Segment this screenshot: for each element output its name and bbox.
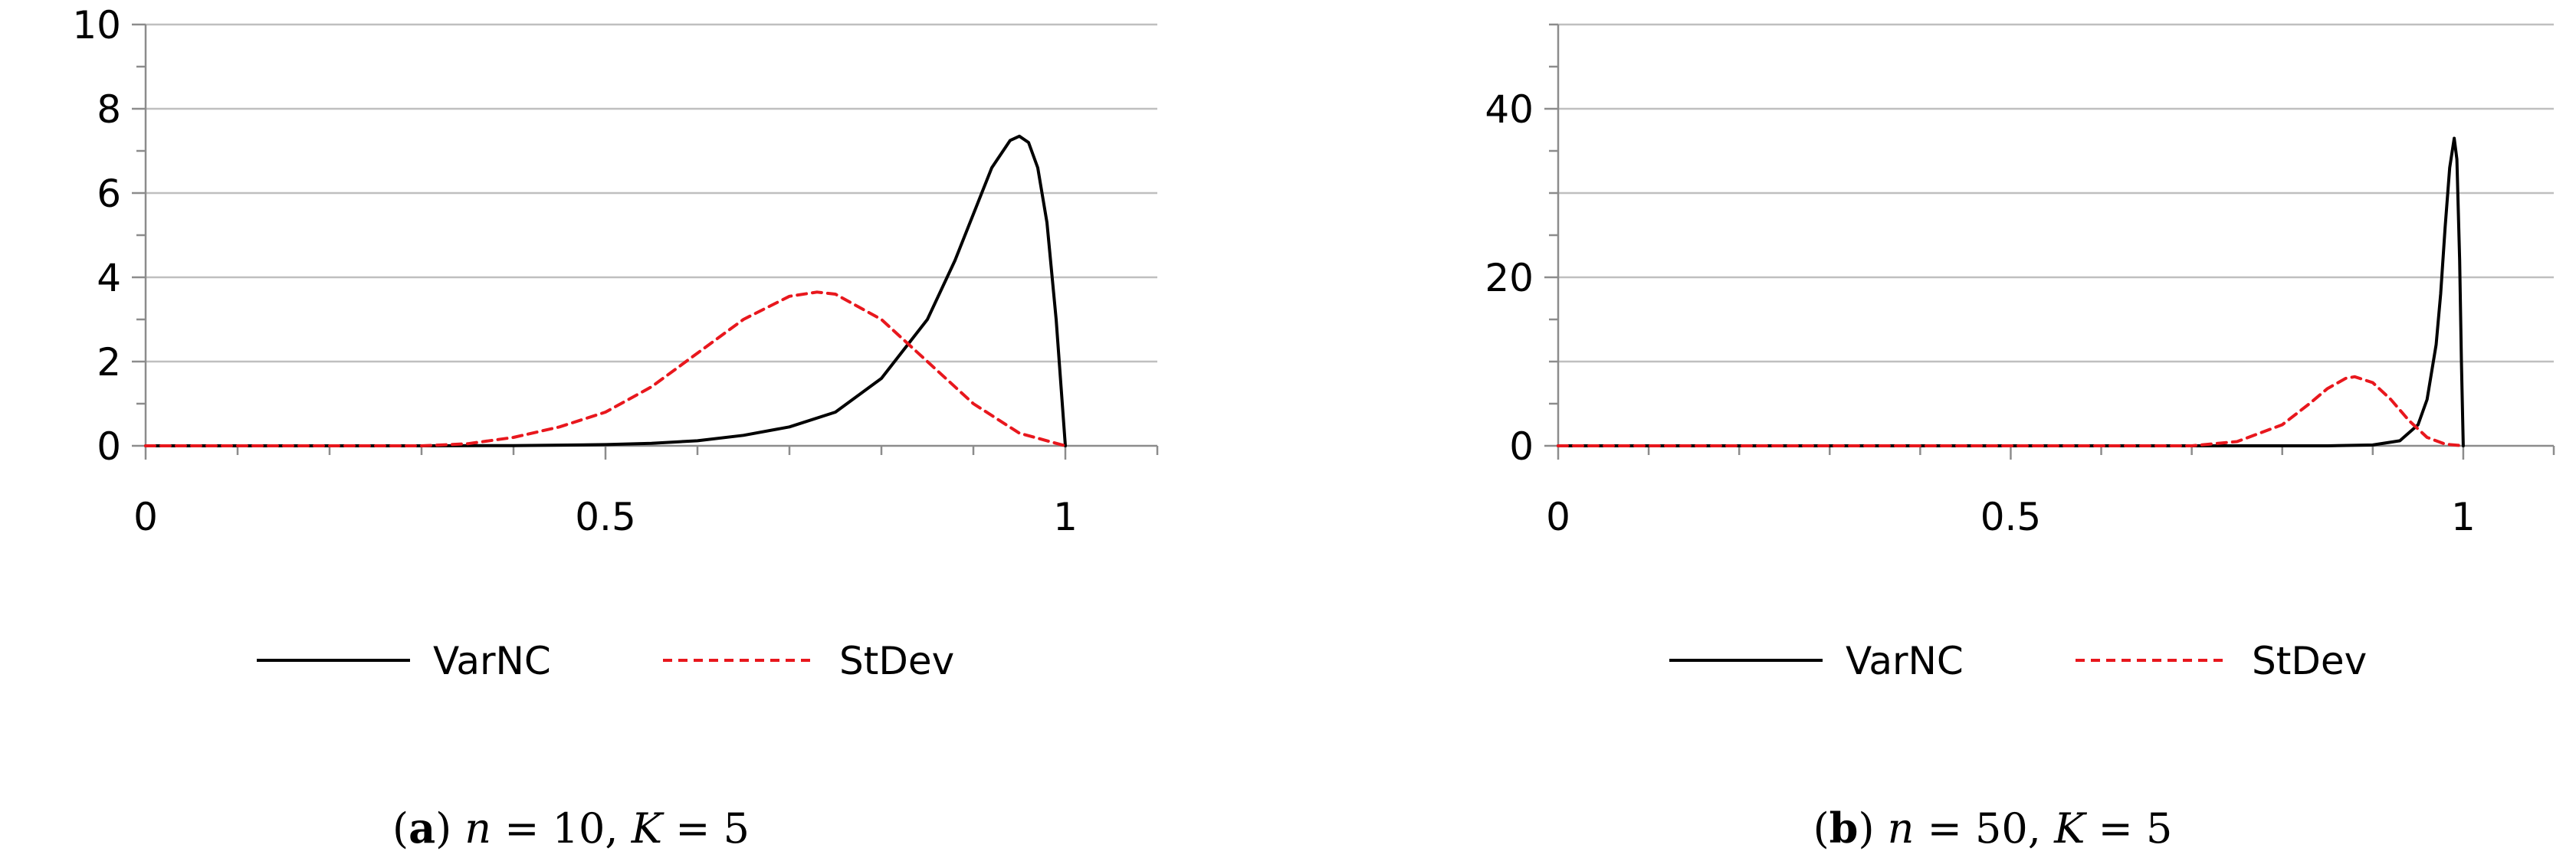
caption-a: (a) n = 10, K = 5 <box>392 804 750 853</box>
series-line-varnc <box>144 134 1067 447</box>
y-tick-label: 40 <box>1485 87 1534 132</box>
x-tick-label: 0.5 <box>575 495 636 539</box>
x-tick-label: 0 <box>133 495 158 539</box>
series-line-stdev <box>144 290 1067 447</box>
series-lines <box>144 134 1067 447</box>
series-lines <box>1557 136 2465 447</box>
series-line-varnc <box>1557 136 2465 447</box>
legend-label-varnc: VarNC <box>433 639 551 683</box>
x-tick-label: 0 <box>1546 495 1570 539</box>
legend-label-stdev: StDev <box>2252 639 2367 683</box>
y-tick-label: 10 <box>72 3 121 47</box>
grid-lines <box>146 23 1157 363</box>
tick-labels: 0 20 40 0 0.5 1 <box>1485 87 2475 539</box>
axes <box>1544 23 2555 460</box>
tick-labels: 0 2 4 6 8 10 0 0.5 1 <box>72 3 1078 539</box>
x-tick-label: 1 <box>1053 495 1078 539</box>
grid-lines <box>1558 23 2554 363</box>
legend-label-varnc: VarNC <box>1846 639 1964 683</box>
chart-panel-b: 0 20 40 0 0.5 1 VarNC StDev (b) n = 50, K = 5 <box>1485 23 2555 853</box>
y-tick-label: 8 <box>97 87 121 132</box>
series-line-stdev <box>1557 375 2465 447</box>
y-tick-label: 2 <box>97 340 121 385</box>
axes <box>132 23 1159 460</box>
y-tick-label: 20 <box>1485 256 1534 300</box>
y-tick-label: 4 <box>97 256 121 300</box>
legend: VarNC StDev <box>257 639 954 683</box>
caption-b: (b) n = 50, K = 5 <box>1813 804 2173 853</box>
x-tick-label: 0.5 <box>1980 495 2042 539</box>
legend-label-stdev: StDev <box>839 639 954 683</box>
legend: VarNC StDev <box>1669 639 2367 683</box>
y-tick-label: 0 <box>1509 424 1534 469</box>
chart-panel-a: 0 2 4 6 8 10 0 0.5 1 VarNC StDev (a) n = 10, K = … <box>72 3 1159 853</box>
y-tick-label: 6 <box>97 172 121 216</box>
y-tick-label: 0 <box>97 424 121 469</box>
x-tick-label: 1 <box>2451 495 2476 539</box>
